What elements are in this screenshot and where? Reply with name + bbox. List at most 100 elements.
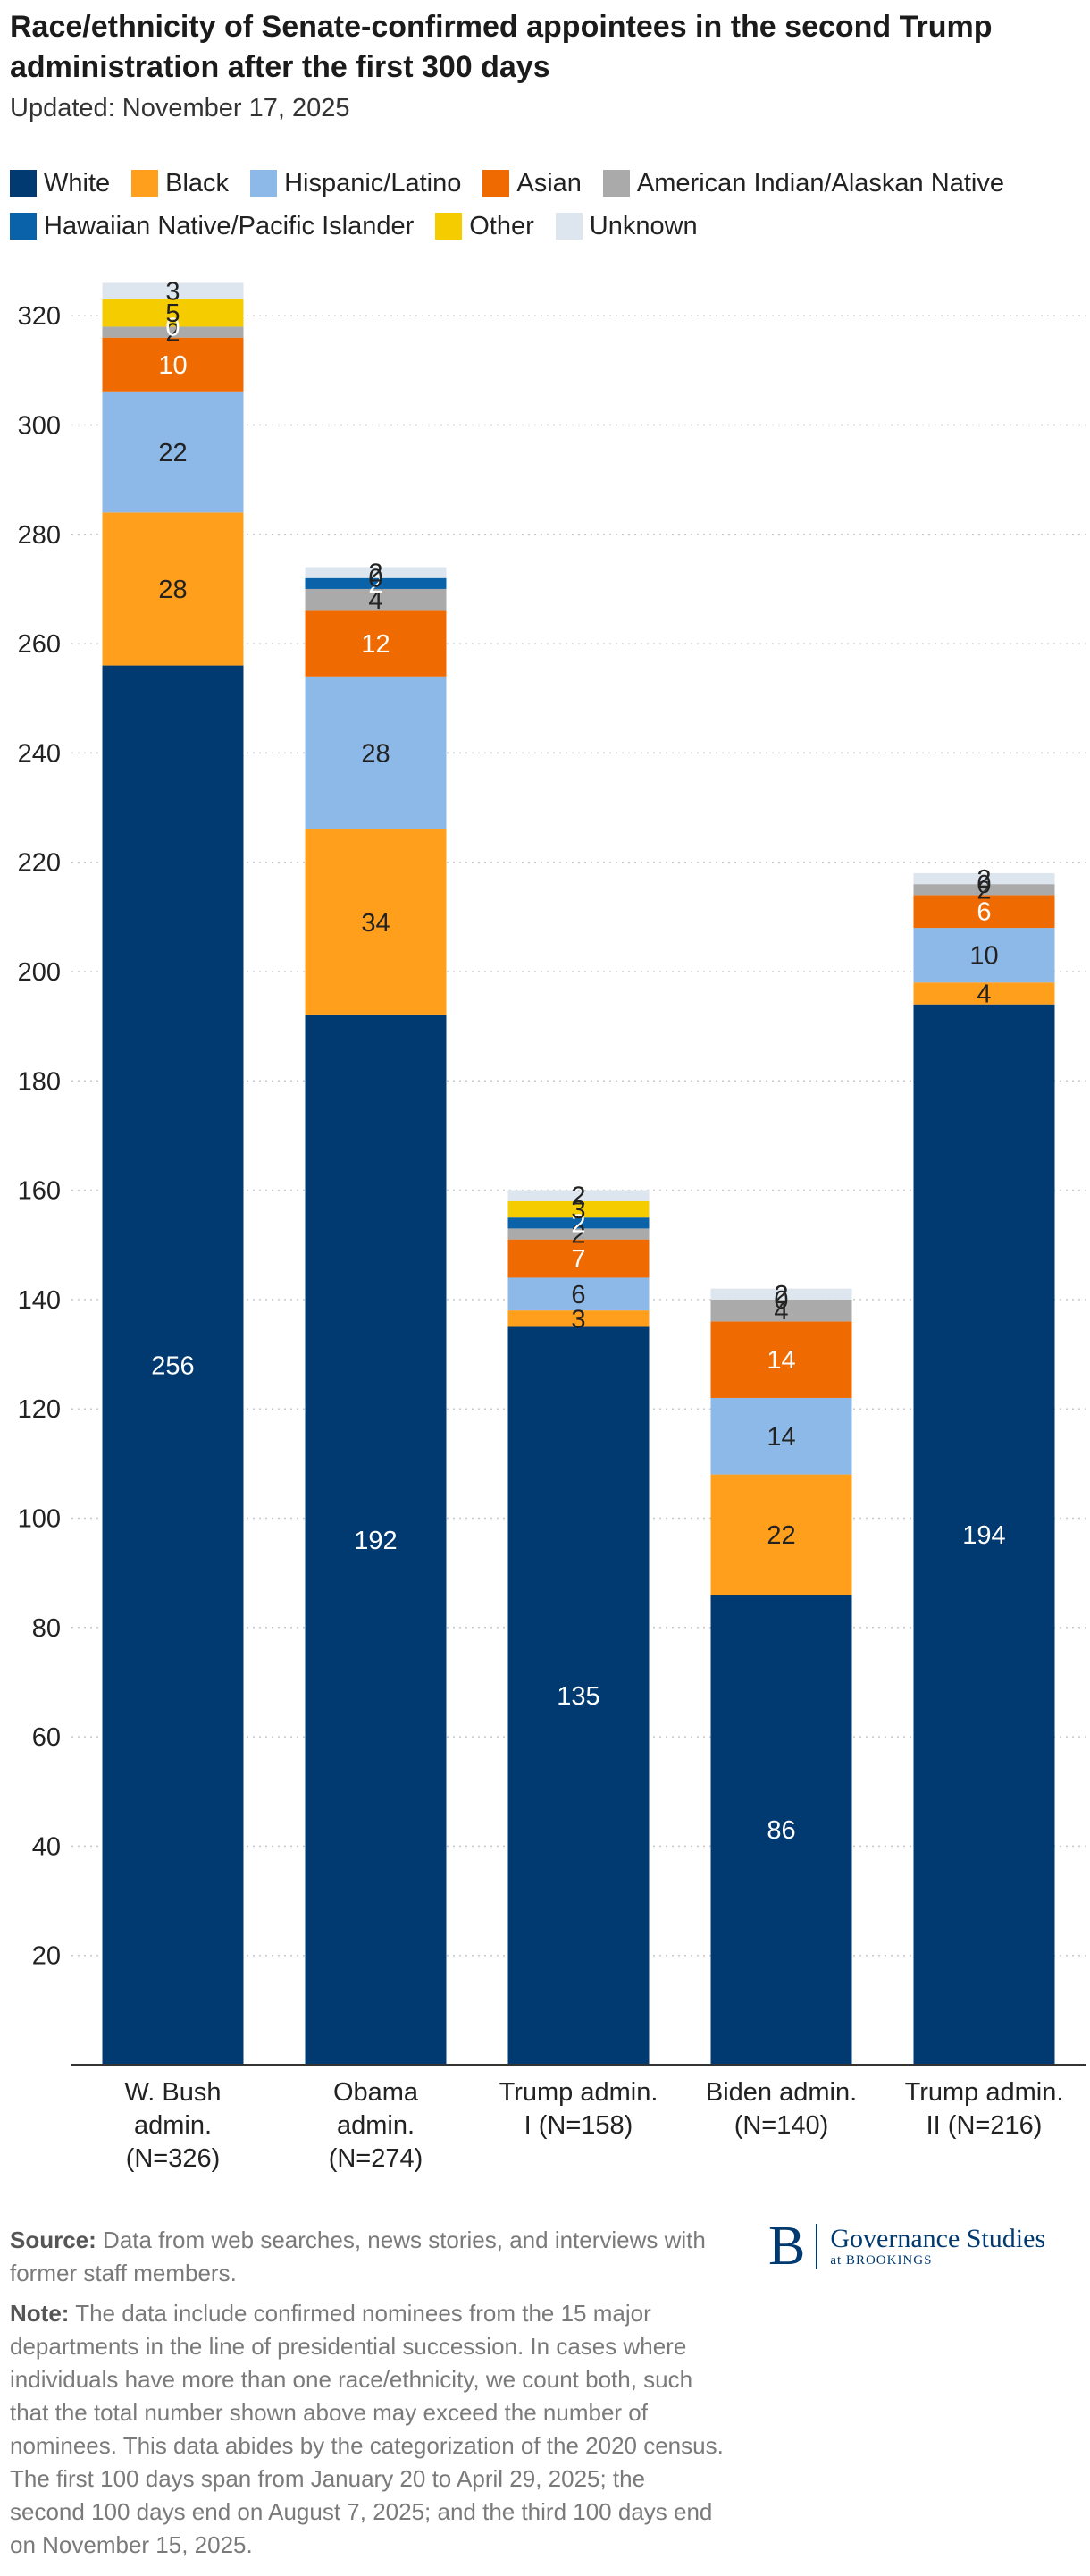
y-tick-label: 120 [18,1395,61,1424]
bar-value-label: 2 [571,1221,585,1250]
brookings-logo: B Governance Studies at BROOKINGS [768,2215,1081,2277]
x-category-label: Biden admin. (N=140) [706,2078,857,2140]
legend-label: Hawaiian Native/Pacific Islander [44,212,415,240]
legend-swatch [131,170,159,197]
bar-segment [507,1277,650,1311]
stacked-bar-chart: 2040608010012014016018020022024026028030… [18,278,1086,2173]
y-axis: 20 40 60 80 100 120 140 160 180 200 220 240 260 280 30… [18,302,61,1970]
bar-value-label: 22 [767,1521,795,1550]
bar-segment [305,676,447,830]
bar-value-label: 2 [977,876,991,905]
legend-item: Unknown [555,211,698,241]
y-tick-label: 140 [18,1286,61,1315]
legend-item: White [10,168,110,198]
bar-value-label: 34 [361,909,390,938]
note-text: The data include confirmed nominees from… [10,2300,724,2558]
bar-segment [913,1004,1055,2065]
bar-value-label: 2 [571,1183,585,1211]
legend-label: Black [165,169,230,198]
bar-value-label: 14 [767,1346,795,1375]
y-tick-label: 100 [18,1505,61,1534]
bar-value-label: 2 [368,570,382,599]
bar-value-label: 10 [969,942,998,971]
bar-value-label: 0 [977,871,991,899]
y-tick-label: 260 [18,630,61,659]
legend-item: Hawaiian Native/Pacific Islander [10,211,414,241]
y-tick-label: 220 [18,849,61,878]
legend-swatch [10,213,37,240]
x-category-label: W. Bush admin. (N=326) [125,2078,222,2173]
bar-value-label: 6 [977,898,991,927]
bar-segment [102,391,244,513]
y-tick-label: 300 [18,412,61,441]
logo-text: Governance Studies at BROOKINGS [830,2224,1045,2269]
bar-value-label: 0 [977,871,991,899]
source-text: Data from web searches, news stories, an… [10,2227,706,2286]
legend-label: Hispanic/Latino [284,169,462,198]
bar-value-label: 86 [767,1816,795,1845]
bar-segment [710,1474,852,1595]
bar-value-label: 0 [774,1286,788,1315]
bar-value-label: 3 [165,278,180,307]
bar-segment [507,1326,650,2065]
bar-segment [102,299,244,327]
y-tick-label: 200 [18,958,61,987]
bar-value-label: 28 [158,576,187,604]
bar-segment [710,1321,852,1398]
bar-value-label: 0 [165,313,180,341]
bar-segment [507,1239,650,1278]
bar-value-label: 4 [368,586,382,615]
bar-segment [102,326,244,338]
bar-segment [913,895,1055,929]
bar-value-label: 2 [571,1209,585,1238]
legend-swatch [602,170,630,197]
y-tick-label: 80 [32,1614,61,1643]
bar-value-label: 3 [571,1196,585,1225]
legend-item: American Indian/Alaskan Native [602,168,1004,198]
y-tick-label: 240 [18,739,61,768]
bar-segment [102,512,244,666]
bar-value-label: 4 [977,980,991,1008]
x-category-label: Trump admin. II (N=216) [905,2078,1064,2140]
methodology-note: Note: The data include confirmed nominee… [10,2297,725,2562]
bar-segment [913,872,1055,885]
y-tick-label: 160 [18,1177,61,1206]
y-tick-label: 60 [32,1723,61,1752]
bar-value-label: 2 [977,865,991,894]
bar-segment [507,1310,650,1327]
bar-segment [305,829,447,1015]
logo-mark: B [768,2216,806,2277]
bar-segment [913,928,1055,983]
bar-segment [507,1228,650,1240]
legend-label: Asian [516,169,582,198]
bar-value-label: 0 [368,565,382,593]
bars: 2562822102053192342812420213536722328622… [102,278,1055,2065]
legend-label: Other [469,212,534,240]
legend-label: Unknown [589,212,698,240]
x-category-label: Obama admin. (N=274) [329,2078,423,2173]
legend-item: Asian [482,168,582,198]
bar-value-label: 192 [354,1527,397,1555]
bar-value-label: 2 [368,560,382,588]
bar-segment [507,1190,650,1201]
chart-footer: Source: Data from web searches, news sto… [10,2224,725,2569]
bar-segment [710,1299,852,1322]
bar-segment [913,982,1055,1005]
bar-value-label: 194 [962,1521,1005,1550]
chart-subtitle: Updated: November 17, 2025 [10,94,350,122]
note-label: Note: [10,2300,70,2327]
bar-segment [102,337,244,392]
source-note: Source: Data from web searches, news sto… [10,2224,725,2290]
bar-value-label: 135 [557,1682,600,1711]
bar-segment [305,577,447,589]
legend-swatch [250,170,278,197]
bar-segment [507,1217,650,1229]
bar-value-label: 22 [158,439,187,467]
bar-value-label: 2 [774,1281,788,1309]
chart-legend: White Black Hispanic/Latino Asian American I… [10,168,1086,241]
